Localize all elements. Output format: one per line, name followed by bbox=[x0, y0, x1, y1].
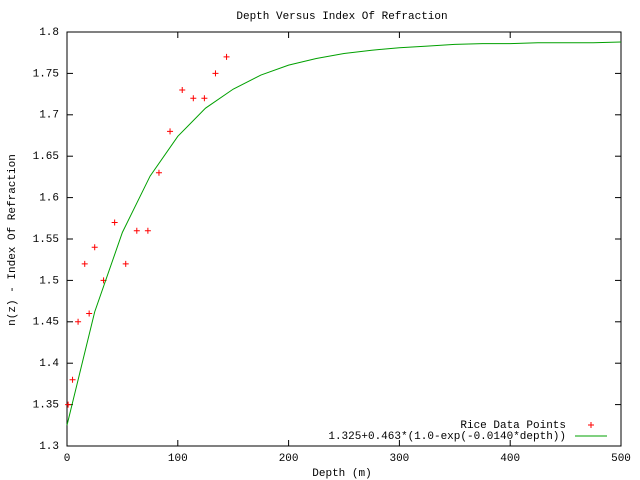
data-point bbox=[155, 169, 162, 176]
data-point bbox=[86, 310, 93, 317]
x-tick-label: 300 bbox=[389, 453, 409, 465]
y-tick-label: 1.4 bbox=[39, 358, 59, 370]
data-point bbox=[223, 53, 230, 60]
x-tick-label: 200 bbox=[279, 453, 299, 465]
x-tick-label: 500 bbox=[611, 453, 631, 465]
y-tick-label: 1.45 bbox=[33, 317, 59, 329]
data-point bbox=[144, 227, 151, 234]
y-tick-label: 1.7 bbox=[39, 110, 59, 122]
data-point bbox=[179, 86, 186, 93]
fit-line bbox=[66, 41, 622, 426]
x-axis-label: Depth (m) bbox=[312, 468, 371, 480]
chart-title: Depth Versus Index Of Refraction bbox=[236, 11, 447, 23]
data-point bbox=[81, 260, 88, 267]
data-point bbox=[75, 318, 82, 325]
x-tick-label: 400 bbox=[500, 453, 520, 465]
data-point bbox=[91, 244, 98, 251]
data-point bbox=[212, 70, 219, 77]
y-tick-label: 1.65 bbox=[33, 151, 59, 163]
y-tick-label: 1.55 bbox=[33, 234, 59, 246]
x-tick-label: 100 bbox=[168, 453, 188, 465]
data-point bbox=[65, 401, 72, 408]
y-axis-label: n(z) - Index Of Refraction bbox=[7, 154, 19, 326]
legend-label: 1.325+0.463*(1.0-exp(-0.0140*depth)) bbox=[328, 431, 566, 443]
legend-label: Rice Data Points bbox=[460, 420, 566, 432]
y-tick-label: 1.3 bbox=[39, 441, 59, 453]
data-point bbox=[122, 260, 129, 267]
data-point bbox=[201, 95, 208, 102]
y-tick-label: 1.6 bbox=[39, 193, 59, 205]
data-point bbox=[69, 376, 76, 383]
data-point bbox=[111, 219, 118, 226]
data-point bbox=[190, 95, 197, 102]
y-tick-label: 1.5 bbox=[39, 275, 59, 287]
y-tick-label: 1.8 bbox=[39, 27, 59, 39]
x-tick-label: 0 bbox=[64, 453, 71, 465]
data-point bbox=[167, 128, 174, 135]
data-point bbox=[133, 227, 140, 234]
y-tick-label: 1.35 bbox=[33, 400, 59, 412]
legend-swatch bbox=[588, 422, 594, 428]
y-tick-label: 1.75 bbox=[33, 68, 59, 80]
